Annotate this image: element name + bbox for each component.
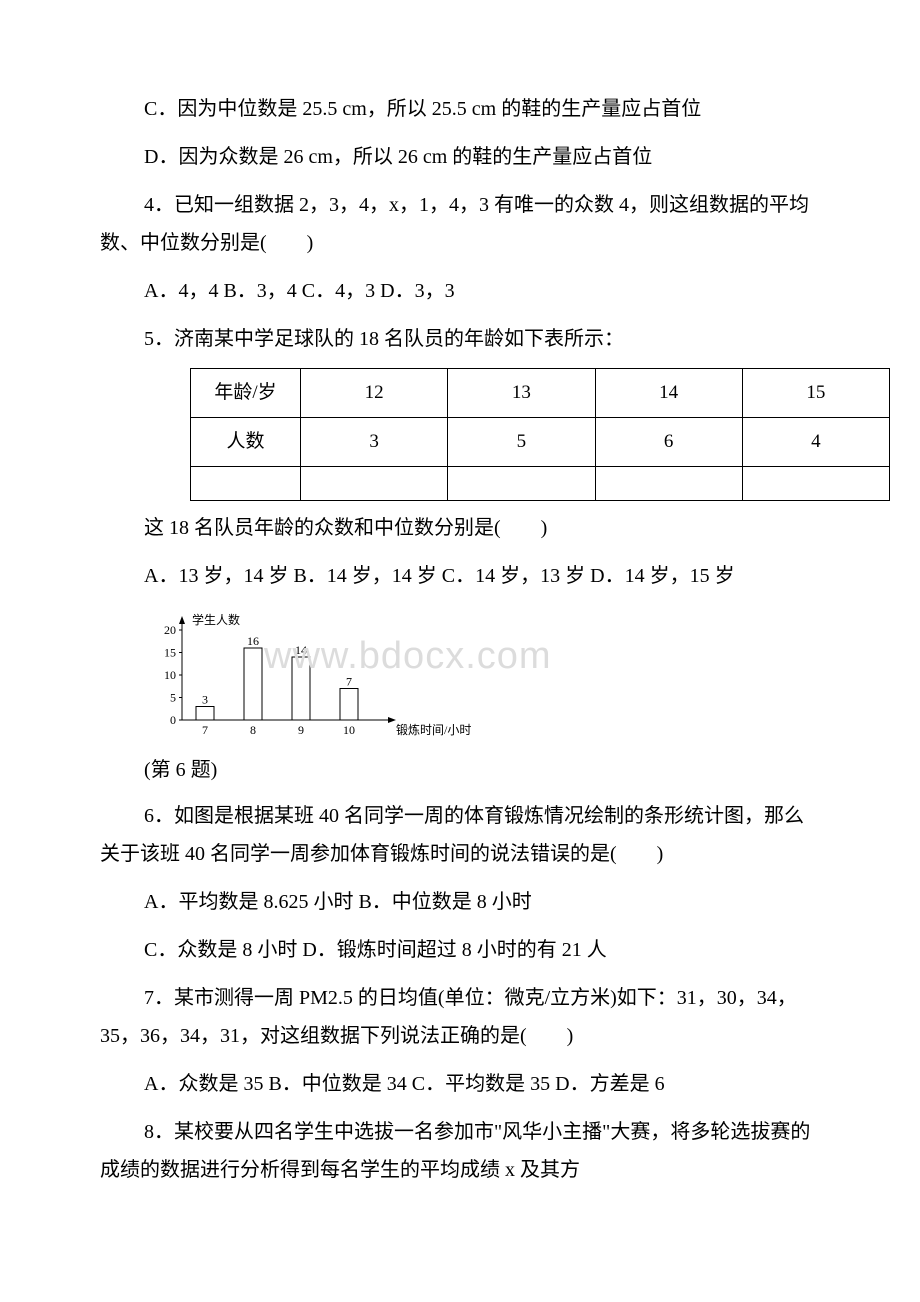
svg-text:14: 14 — [295, 643, 307, 657]
bar-chart-svg: 0 5 10 15 20 学生人数 3 7 16 8 14 9 7 10 锻炼时间/小时 — [144, 605, 524, 745]
svg-text:0: 0 — [170, 713, 176, 727]
table-cell — [191, 467, 301, 501]
table-cell: 年龄/岁 — [191, 369, 301, 418]
q3-option-c: C．因为中位数是 25.5 cm，所以 25.5 cm 的鞋的生产量应占首位 — [100, 90, 820, 128]
q6-chart: 05101520学生人数37168149710锻炼时间/小时 www.bdocx… — [144, 605, 524, 745]
q4-text: 4．已知一组数据 2，3，4，x，1，4，3 有唯一的众数 4，则这组数据的平均… — [100, 186, 820, 262]
table-cell — [742, 467, 889, 501]
svg-text:8: 8 — [250, 723, 256, 737]
table-cell: 3 — [301, 418, 448, 467]
q8-text: 8．某校要从四名学生中选拔一名参加市"风华小主播"大赛，将多轮选拔赛的成绩的数据… — [100, 1113, 820, 1189]
fig6-caption: (第 6 题) — [144, 751, 820, 789]
table-cell — [448, 467, 595, 501]
table-cell — [301, 467, 448, 501]
q6-options-a: A．平均数是 8.625 小时 B．中位数是 8 小时 — [100, 883, 820, 921]
q4-options: A．4，4 B．3，4 C．4，3 D．3，3 — [100, 272, 820, 310]
svg-text:15: 15 — [164, 646, 176, 660]
q6-text: 6．如图是根据某班 40 名同学一周的体育锻炼情况绘制的条形统计图，那么关于该班… — [100, 797, 820, 873]
table-cell — [595, 467, 742, 501]
table-row — [191, 467, 890, 501]
svg-text:9: 9 — [298, 723, 304, 737]
q7-text: 7．某市测得一周 PM2.5 的日均值(单位：微克/立方米)如下：31，30，3… — [100, 979, 820, 1055]
table-cell: 人数 — [191, 418, 301, 467]
table-cell: 5 — [448, 418, 595, 467]
q3-option-d: D．因为众数是 26 cm，所以 26 cm 的鞋的生产量应占首位 — [100, 138, 820, 176]
q7-options: A．众数是 35 B．中位数是 34 C．平均数是 35 D．方差是 6 — [100, 1065, 820, 1103]
table-cell: 12 — [301, 369, 448, 418]
svg-text:锻炼时间/小时: 锻炼时间/小时 — [396, 722, 471, 737]
q5-table: 年龄/岁 12 13 14 15 人数 3 5 6 4 — [190, 368, 890, 501]
table-row: 人数 3 5 6 4 — [191, 418, 890, 467]
table-cell: 6 — [595, 418, 742, 467]
svg-text:16: 16 — [247, 634, 259, 648]
svg-text:7: 7 — [202, 723, 208, 737]
svg-text:5: 5 — [170, 691, 176, 705]
svg-text:3: 3 — [202, 693, 208, 707]
table-cell: 13 — [448, 369, 595, 418]
q5-sub: 这 18 名队员年龄的众数和中位数分别是( ) — [100, 509, 820, 547]
table-row: 年龄/岁 12 13 14 15 — [191, 369, 890, 418]
q6-options-c: C．众数是 8 小时 D．锻炼时间超过 8 小时的有 21 人 — [100, 931, 820, 969]
table-cell: 4 — [742, 418, 889, 467]
q5-options: A．13 岁，14 岁 B．14 岁，14 岁 C．14 岁，13 岁 D．14… — [100, 557, 820, 595]
svg-text:10: 10 — [164, 668, 176, 682]
svg-text:学生人数: 学生人数 — [192, 612, 240, 627]
table-cell: 14 — [595, 369, 742, 418]
svg-text:10: 10 — [343, 723, 355, 737]
svg-text:7: 7 — [346, 675, 352, 689]
svg-text:20: 20 — [164, 623, 176, 637]
q5-text: 5．济南某中学足球队的 18 名队员的年龄如下表所示： — [100, 320, 820, 358]
table-cell: 15 — [742, 369, 889, 418]
